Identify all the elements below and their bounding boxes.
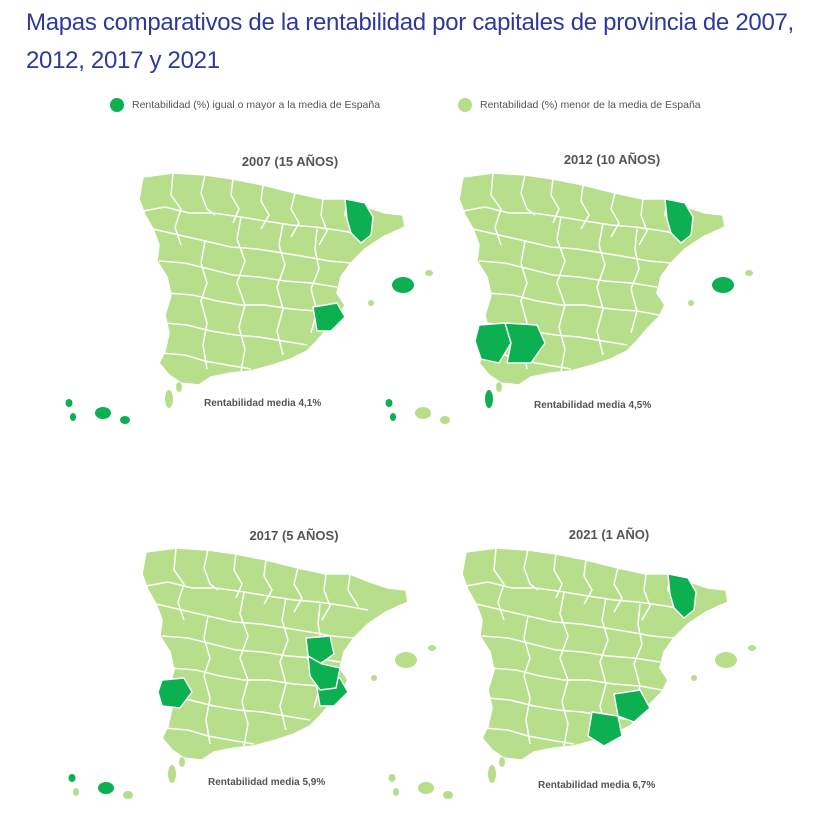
island-lanzarote <box>179 757 185 767</box>
legend-swatch-low <box>458 98 472 112</box>
map-title-2007: 2007 (15 AÑOS) <box>241 154 339 169</box>
island-el-hierro <box>65 399 73 407</box>
legend-item-low: Rentabilidad (%) menor de la media de Es… <box>458 98 701 112</box>
average-label-2012: Rentabilidad media 4,5% <box>534 400 652 411</box>
legend-label-low: Rentabilidad (%) menor de la media de Es… <box>480 99 701 111</box>
map-title-2012: 2012 (10 AÑOS) <box>563 152 661 167</box>
island-fuerteventura <box>485 390 493 408</box>
province-borders <box>142 172 366 372</box>
island-la-palma <box>73 788 79 796</box>
island-la-palma <box>70 413 76 421</box>
province-sevilla <box>504 322 546 364</box>
province-girona <box>344 198 374 244</box>
spain-map-2021 <box>388 547 756 799</box>
island-menorca <box>748 645 756 651</box>
province-almeria <box>587 711 623 747</box>
map-title-2021: 2021 (1 AÑO) <box>568 527 650 542</box>
province-castellon <box>305 635 335 665</box>
spain-map-2007 <box>65 172 433 424</box>
province-alicante <box>312 302 346 332</box>
island-el-hierro <box>68 774 76 782</box>
legend-swatch-high <box>110 98 124 112</box>
province-borders <box>145 547 369 747</box>
province-valencia <box>307 655 341 691</box>
island-la-palma <box>390 413 396 421</box>
island-menorca <box>425 270 433 276</box>
map-title-2017: 2017 (5 AÑOS) <box>249 528 339 543</box>
island-tenerife <box>95 407 111 419</box>
island-mallorca <box>392 277 414 293</box>
island-lanzarote <box>176 382 182 392</box>
island-gran-canaria-small <box>440 416 450 424</box>
island-mallorca <box>712 277 734 293</box>
island-mallorca <box>395 652 417 668</box>
island-ibiza <box>368 300 374 306</box>
island-tenerife <box>418 782 434 794</box>
island-lanzarote <box>499 757 505 767</box>
province-murcia <box>613 689 651 723</box>
island-fuerteventura <box>488 765 496 783</box>
island-ibiza <box>691 675 697 681</box>
legend-label-high: Rentabilidad (%) igual o mayor a la medi… <box>132 99 381 111</box>
island-el-hierro <box>388 774 396 782</box>
island-lanzarote <box>496 382 502 392</box>
island-la-palma <box>393 788 399 796</box>
island-gran-canaria-small <box>123 791 133 799</box>
island-tenerife <box>415 407 431 419</box>
spain-map-2017 <box>68 547 436 799</box>
island-gran-canaria-small <box>443 791 453 799</box>
island-fuerteventura <box>165 390 173 408</box>
island-mallorca <box>715 652 737 668</box>
island-menorca <box>428 645 436 651</box>
province-badajoz <box>157 677 193 709</box>
island-ibiza <box>688 300 694 306</box>
province-girona <box>667 573 697 619</box>
island-el-hierro <box>385 399 393 407</box>
island-gran-canaria-small <box>120 416 130 424</box>
island-tenerife <box>98 782 114 794</box>
spain-map-2012 <box>385 172 753 424</box>
page-title: Mapas comparativos de la rentabilidad po… <box>26 9 794 74</box>
province-girona <box>664 198 694 244</box>
legend-item-high: Rentabilidad (%) igual o mayor a la medi… <box>110 98 380 112</box>
average-label-2007: Rentabilidad media 4,1% <box>204 398 322 409</box>
island-fuerteventura <box>168 765 176 783</box>
average-label-2017: Rentabilidad media 5,9% <box>208 777 326 788</box>
island-ibiza <box>371 675 377 681</box>
average-label-2021: Rentabilidad media 6,7% <box>538 780 656 791</box>
island-menorca <box>745 270 753 276</box>
